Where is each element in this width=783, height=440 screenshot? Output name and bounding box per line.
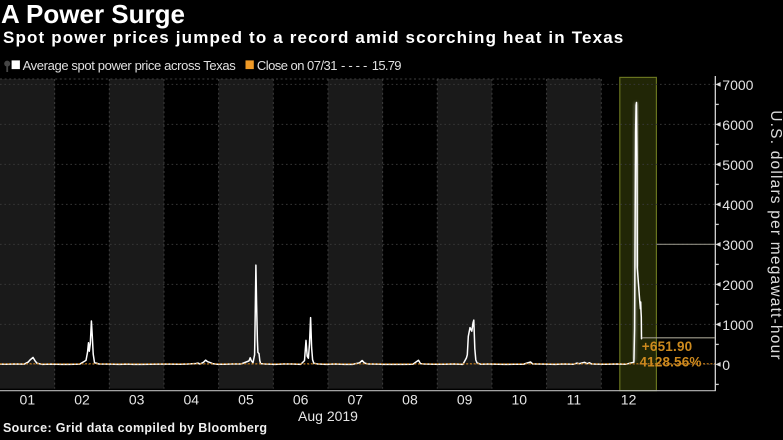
- svg-text:04: 04: [184, 392, 200, 408]
- svg-text:08: 08: [402, 392, 418, 408]
- svg-text:05: 05: [238, 392, 254, 408]
- svg-text:- - - -: - - - -: [341, 58, 367, 73]
- svg-text:0: 0: [722, 357, 730, 373]
- svg-text:06: 06: [293, 392, 309, 408]
- svg-text:3000: 3000: [722, 237, 753, 253]
- svg-text:01: 01: [20, 392, 36, 408]
- svg-text:5000: 5000: [722, 157, 753, 173]
- svg-text:1000: 1000: [722, 317, 753, 333]
- svg-text:6000: 6000: [722, 117, 753, 133]
- svg-text:+651.90: +651.90: [642, 339, 693, 354]
- svg-text:10: 10: [511, 392, 527, 408]
- svg-text:03: 03: [129, 392, 145, 408]
- svg-text:4000: 4000: [722, 197, 753, 213]
- svg-text:Aug 2019: Aug 2019: [298, 408, 358, 424]
- svg-text:11: 11: [567, 392, 582, 408]
- svg-text:4128.56%: 4128.56%: [640, 355, 702, 370]
- svg-text:U.S. dollars per megawatt-hour: U.S. dollars per megawatt-hour: [767, 110, 783, 361]
- svg-text:Average spot power price acros: Average spot power price across Texas: [23, 58, 237, 73]
- svg-text:02: 02: [74, 392, 90, 408]
- svg-text:07: 07: [348, 392, 364, 408]
- svg-text:09: 09: [457, 392, 473, 408]
- svg-text:15.79: 15.79: [372, 58, 402, 73]
- svg-text:7000: 7000: [722, 77, 753, 93]
- svg-text:2000: 2000: [722, 277, 753, 293]
- svg-text:12: 12: [621, 392, 637, 408]
- svg-text:Close on 07/31: Close on 07/31: [257, 58, 337, 73]
